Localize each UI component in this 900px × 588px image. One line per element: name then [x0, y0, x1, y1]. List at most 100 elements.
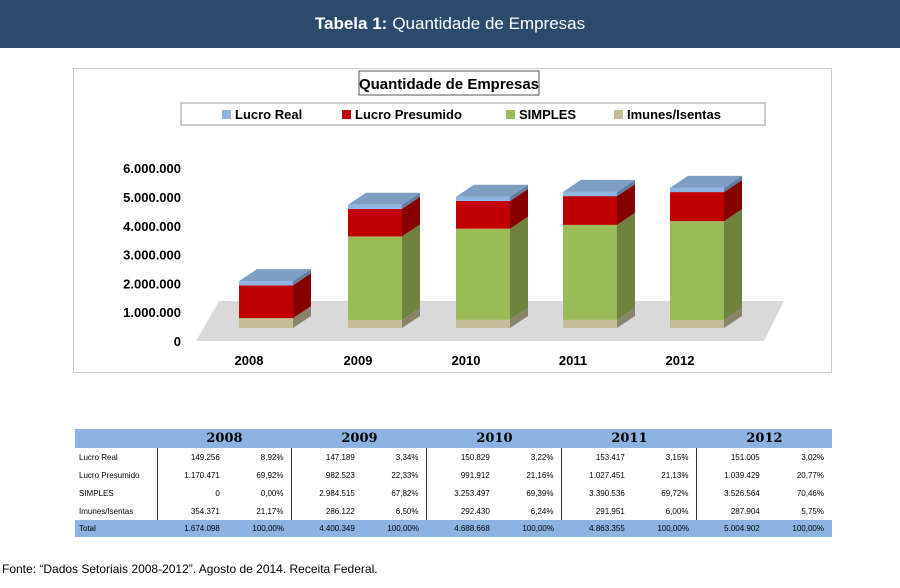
- bar-segment-imunes-isentas: [239, 318, 293, 328]
- row-label: Lucro Presumido: [79, 470, 140, 480]
- bar-segment-imunes-isentas: [563, 319, 617, 328]
- bar-segment-lucro-real: [563, 191, 617, 197]
- value-cell: 354.371: [156, 502, 228, 520]
- table-number: Tabela 1:: [314, 14, 388, 33]
- percent-cell: 3,34%: [395, 452, 419, 462]
- bar-segment-imunes-isentas: [456, 319, 510, 328]
- value-cell: 3.390.536: [561, 484, 633, 502]
- row-label: Imunes/Isentas: [79, 506, 134, 516]
- bar-segment-simples: [348, 236, 402, 320]
- bar-side: [617, 212, 635, 320]
- percent-cell: 69,72%: [661, 488, 689, 498]
- legend-label: SIMPLES: [519, 107, 576, 122]
- value-cell: 1.674.098: [157, 520, 228, 537]
- value-cell: 147.189: [291, 448, 363, 466]
- data-table: 2008 2009 2010 2011 2012 Lucro Real 149.256 8,9…: [75, 429, 832, 537]
- value-cell: 151.005: [696, 448, 768, 466]
- value-cell: 153.417: [561, 448, 633, 466]
- table-row: Lucro Real 149.256 8,92% 147.189 3,34% 150.82…: [75, 448, 832, 466]
- bar-side: [724, 180, 742, 222]
- source-note: Fonte: “Dados Setoriais 2008-2012”. Agos…: [2, 562, 378, 576]
- bar-side: [402, 192, 420, 209]
- bar-segment-lucro-presumido: [239, 285, 293, 319]
- year-header: 2008: [157, 429, 292, 448]
- percent-cell: 100,00%: [767, 520, 832, 537]
- table-row: SIMPLES 0 0,00% 2.984.515 67,82% 3.253.497 69,…: [75, 484, 832, 502]
- bar-side: [293, 273, 311, 319]
- year-header: 2009: [291, 429, 427, 448]
- value-cell: 4.863.355: [561, 520, 633, 537]
- y-tick-label: 2.000.000: [123, 276, 181, 291]
- bar-segment-lucro-real: [348, 204, 402, 209]
- value-cell: 149.256: [156, 448, 228, 466]
- percent-cell: 100,00%: [362, 520, 427, 537]
- percent-cell: 6,00%: [665, 506, 689, 516]
- x-tick-label: 2011: [559, 353, 587, 368]
- percent-cell: 22,33%: [391, 470, 419, 480]
- bar-segment-lucro-presumido: [456, 200, 510, 229]
- value-cell: 1.170.471: [156, 466, 228, 484]
- y-tick-label: 6.000.000: [123, 161, 181, 176]
- percent-cell: 6,50%: [395, 506, 419, 516]
- percent-cell: 21,16%: [526, 470, 554, 480]
- percent-cell: 21,13%: [661, 470, 689, 480]
- percent-cell: 69,39%: [526, 488, 554, 498]
- bar-side: [724, 209, 742, 320]
- bar-segment-lucro-real: [456, 196, 510, 201]
- y-tick-label: 5.000.000: [123, 190, 181, 205]
- table-corner: [75, 429, 157, 448]
- bar-top: [348, 192, 420, 205]
- bar-side: [724, 307, 742, 328]
- bar-segment-simples: [563, 224, 617, 320]
- value-cell: 2.984.515: [291, 484, 363, 502]
- bar-side: [402, 196, 420, 237]
- legend-label: Lucro Real: [235, 107, 302, 122]
- page-title: Quantidade de Empresas: [392, 14, 586, 33]
- percent-cell: 100,00%: [632, 520, 697, 537]
- x-tick-label: 2010: [452, 353, 481, 368]
- percent-cell: 100,00%: [227, 520, 292, 537]
- bar-side: [617, 179, 635, 197]
- bar-side: [510, 184, 528, 201]
- value-cell: 286.122: [291, 502, 363, 520]
- value-cell: 982.523: [291, 466, 363, 484]
- value-cell: 3.253.497: [426, 484, 498, 502]
- table-row: Total 1.674.098 100,00% 4.400.349 100,00% 4.6…: [75, 520, 832, 537]
- value-cell: 4.688.668: [426, 520, 498, 537]
- bar-side: [293, 269, 311, 286]
- bar-side: [510, 216, 528, 320]
- bar-segment-lucro-real: [670, 187, 724, 193]
- stacked-bar-chart: Quantidade de Empresas Lucro Real Lucro Pr…: [123, 70, 784, 368]
- chart-title: Quantidade de Empresas: [359, 76, 539, 93]
- row-label: Lucro Real: [79, 452, 118, 462]
- value-cell: 287.904: [696, 502, 768, 520]
- value-cell: 1.039.429: [696, 466, 768, 484]
- value-cell: 4.400.349: [291, 520, 363, 537]
- percent-cell: 20,77%: [796, 470, 824, 480]
- percent-cell: 100,00%: [497, 520, 562, 537]
- bar-segment-lucro-presumido: [348, 208, 402, 237]
- x-tick-label: 2008: [235, 353, 264, 368]
- legend-swatch: [614, 110, 623, 119]
- value-cell: 5.004.902: [696, 520, 768, 537]
- value-cell: 3.526.564: [696, 484, 768, 502]
- legend: [180, 102, 766, 126]
- x-tick-label: 2012: [666, 353, 695, 368]
- bar-segment-imunes-isentas: [348, 319, 402, 328]
- chart-container: Quantidade de Empresas Lucro Real Lucro Pr…: [73, 68, 832, 373]
- bar-top: [239, 269, 311, 282]
- value-cell: 150.829: [426, 448, 498, 466]
- legend-label: Lucro Presumido: [355, 107, 462, 122]
- percent-cell: 21,17%: [256, 506, 284, 516]
- bar-side: [617, 307, 635, 328]
- page-header: Tabela 1: Quantidade de Empresas: [0, 0, 900, 48]
- y-tick-label: 4.000.000: [123, 219, 181, 234]
- bar-segment-imunes-isentas: [670, 319, 724, 328]
- y-tick-label: 1.000.000: [123, 305, 181, 320]
- legend-swatch: [342, 110, 351, 119]
- percent-cell: 6,24%: [530, 506, 554, 516]
- percent-cell: 69,92%: [256, 470, 284, 480]
- value-cell: 1.027.451: [561, 466, 633, 484]
- percent-cell: 0,00%: [260, 488, 284, 498]
- bar-side: [617, 184, 635, 225]
